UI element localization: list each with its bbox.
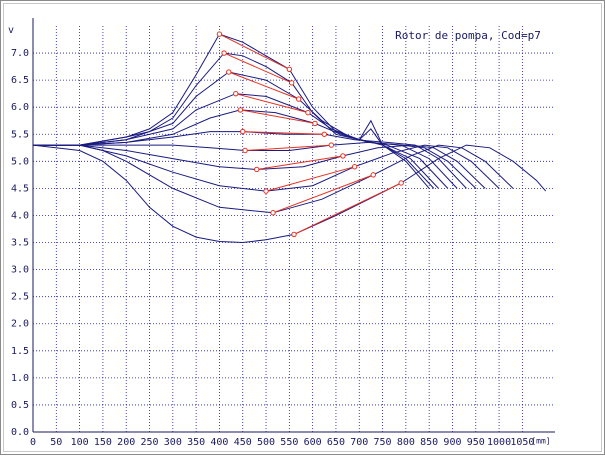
marker-line <box>223 52 292 84</box>
marker-point <box>370 172 376 178</box>
y-tick-label: 3.5 <box>11 238 29 249</box>
x-tick-label: 0 <box>30 437 36 448</box>
marker-point <box>263 188 269 194</box>
marker-point <box>328 142 334 148</box>
x-tick-label: 400 <box>210 437 228 448</box>
x-tick-label: 950 <box>467 437 485 448</box>
curve <box>33 144 500 192</box>
x-tick-label: 100 <box>71 437 89 448</box>
x-tick-label: 800 <box>397 437 415 448</box>
curve <box>33 144 514 214</box>
marker-point <box>312 120 318 127</box>
marker-line <box>272 174 374 214</box>
x-tick-label: 50 <box>50 437 62 448</box>
curve <box>33 144 486 189</box>
chart-title: Rotor de pompa, Cod=p7 <box>395 29 541 42</box>
x-tick-label: 700 <box>350 437 368 448</box>
marker-point <box>237 107 244 113</box>
y-axis-label: v <box>8 25 14 36</box>
y-tick-label: 4.0 <box>11 210 29 221</box>
marker-line <box>228 71 299 100</box>
marker-line <box>256 155 343 170</box>
y-tick-label: 6.5 <box>11 75 29 86</box>
marker-point <box>340 153 346 159</box>
marker-line <box>245 144 332 151</box>
x-tick-label: 1000 <box>487 437 511 448</box>
x-tick-label: 200 <box>117 437 135 448</box>
marker-line <box>242 131 325 135</box>
x-axis-label: [mm] <box>531 437 550 446</box>
x-tick-label: 150 <box>94 437 112 448</box>
y-tick-label: 2.5 <box>11 292 29 303</box>
marker-point <box>288 80 295 86</box>
x-tick-label: 300 <box>164 437 182 448</box>
y-tick-label: 6.0 <box>11 102 29 113</box>
x-tick-label: 600 <box>304 437 322 448</box>
x-tick-label: 1050 <box>510 437 534 448</box>
inner-frame <box>3 3 602 452</box>
marker-point <box>291 231 297 238</box>
x-tick-label: 850 <box>420 437 438 448</box>
y-tick-label: 5.0 <box>11 156 29 167</box>
x-tick-label: 250 <box>140 437 158 448</box>
marker-point <box>242 147 248 154</box>
curve <box>33 93 449 189</box>
y-tick-label: 2.0 <box>11 319 29 330</box>
x-tick-label: 500 <box>257 437 275 448</box>
marker-line <box>219 33 290 70</box>
marker-point <box>295 96 302 102</box>
x-tick-label: 350 <box>187 437 205 448</box>
marker-point <box>216 31 223 37</box>
curve <box>33 141 477 189</box>
x-tick-label: 900 <box>443 437 461 448</box>
y-tick-label: 0.0 <box>11 427 29 438</box>
marker-point <box>226 69 232 75</box>
marker-line <box>235 93 309 114</box>
marker-point <box>270 210 276 216</box>
marker-point <box>233 90 239 97</box>
marker-point <box>321 131 327 137</box>
marker-point <box>351 164 358 170</box>
marker-line <box>293 182 402 235</box>
marker-line <box>265 166 355 192</box>
marker-point <box>286 66 293 73</box>
y-tick-label: 1.0 <box>11 373 29 384</box>
curve <box>33 33 430 189</box>
x-tick-label: 750 <box>374 437 392 448</box>
y-tick-label: 1.5 <box>11 346 29 357</box>
marker-point <box>240 128 246 135</box>
marker-point <box>305 109 311 116</box>
y-tick-label: 0.5 <box>11 400 29 411</box>
x-tick-label: 550 <box>280 437 298 448</box>
marker-point <box>398 180 404 186</box>
y-tick-label: 5.5 <box>11 129 29 140</box>
curve <box>33 52 435 189</box>
y-tick-label: 4.5 <box>11 183 29 194</box>
marker-point <box>221 50 227 56</box>
curve <box>32 144 547 244</box>
curve <box>33 131 467 189</box>
x-tick-label: 650 <box>327 437 345 448</box>
marker-point <box>254 166 260 173</box>
x-tick-label: 450 <box>234 437 252 448</box>
marker-line <box>240 109 316 124</box>
y-tick-label: 3.0 <box>11 265 29 276</box>
y-tick-label: 7.0 <box>11 48 29 59</box>
